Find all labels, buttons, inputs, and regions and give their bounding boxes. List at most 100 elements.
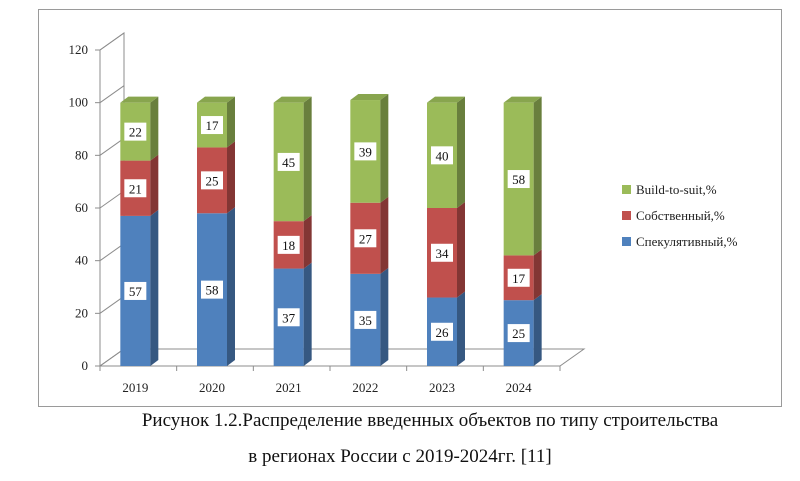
data-label: 18 bbox=[277, 235, 300, 254]
data-label: 40 bbox=[431, 146, 453, 165]
data-label: 35 bbox=[354, 310, 377, 329]
y-tick-label: 60 bbox=[75, 200, 88, 215]
data-label-box bbox=[201, 116, 223, 135]
data-label-box bbox=[507, 170, 530, 189]
data-label-text: 45 bbox=[282, 155, 295, 170]
data-label: 26 bbox=[431, 322, 453, 341]
bar-side bbox=[533, 96, 542, 256]
data-label: 21 bbox=[124, 179, 147, 198]
data-label-box bbox=[431, 243, 453, 262]
legend-item: Build-to-suit,% bbox=[622, 182, 717, 197]
bar-side bbox=[380, 267, 389, 366]
data-label-text: 17 bbox=[206, 118, 220, 133]
y-gridline-diagonal bbox=[99, 348, 125, 367]
data-label-box bbox=[201, 280, 223, 299]
data-label: 25 bbox=[201, 171, 223, 190]
legend-swatch bbox=[622, 211, 631, 220]
legend-item: Спекулятивный,% bbox=[622, 234, 738, 249]
bar-top bbox=[350, 94, 389, 101]
data-label-text: 26 bbox=[436, 325, 450, 340]
data-label-text: 57 bbox=[129, 284, 143, 299]
bar-side bbox=[150, 96, 159, 161]
legend-item: Собственный,% bbox=[622, 208, 725, 223]
figure-caption-line-1: Рисунок 1.2.Распределение введенных объе… bbox=[141, 410, 719, 431]
bar-side bbox=[303, 96, 312, 222]
data-label-box bbox=[507, 268, 530, 287]
data-label-box bbox=[354, 310, 377, 329]
legend: Build-to-suit,% Собственный,% Спекулятивны… bbox=[622, 182, 738, 249]
bar-side bbox=[380, 196, 389, 274]
data-label-box bbox=[124, 281, 147, 300]
data-label-box bbox=[431, 322, 453, 341]
bar-top bbox=[273, 96, 312, 103]
data-label: 25 bbox=[507, 324, 530, 343]
x-tick-label: 2019 bbox=[122, 380, 148, 395]
data-label-box bbox=[201, 171, 223, 190]
data-label-box bbox=[431, 146, 453, 165]
bar-side bbox=[150, 154, 159, 216]
data-label-text: 27 bbox=[359, 231, 373, 246]
y-gridline-diagonal bbox=[99, 295, 125, 314]
data-label-box bbox=[277, 308, 300, 327]
data-label-text: 40 bbox=[436, 148, 449, 163]
y-tick-label: 20 bbox=[75, 305, 88, 320]
bar-side bbox=[150, 209, 159, 366]
data-label-text: 25 bbox=[206, 173, 219, 188]
data-label: 17 bbox=[201, 116, 223, 135]
data-label-text: 37 bbox=[282, 310, 296, 325]
bar-side bbox=[227, 141, 235, 214]
data-label-box bbox=[124, 122, 147, 141]
bar-side bbox=[457, 202, 465, 298]
y-tick-label: 120 bbox=[69, 42, 89, 57]
y-tick-label: 100 bbox=[69, 95, 89, 110]
y-tick-label: 0 bbox=[82, 358, 89, 373]
data-label-text: 21 bbox=[129, 181, 142, 196]
data-label: 34 bbox=[431, 243, 453, 262]
data-label: 37 bbox=[277, 308, 300, 327]
bar-side bbox=[227, 96, 235, 148]
bar-side bbox=[303, 215, 312, 269]
legend-label: Спекулятивный,% bbox=[636, 234, 738, 249]
figure-caption-line-2: в регионах России с 2019-2024гг. [11] bbox=[248, 446, 552, 467]
bar-top bbox=[197, 96, 235, 103]
data-labels: 57 21 22 58 25 17 37 18 45 35 27 39 26 34 40 25 17 58 bbox=[124, 116, 530, 343]
y-gridline-diagonal bbox=[99, 85, 125, 104]
data-label-text: 34 bbox=[436, 246, 450, 261]
y-tick-label: 80 bbox=[75, 147, 88, 162]
y-gridline-diagonal bbox=[99, 243, 125, 262]
y-gridline-diagonal bbox=[99, 32, 125, 51]
legend-swatch bbox=[622, 237, 631, 246]
data-label: 58 bbox=[201, 280, 223, 299]
x-tick-label: 2021 bbox=[276, 380, 302, 395]
data-label-text: 58 bbox=[512, 172, 525, 187]
bar-side bbox=[227, 207, 235, 366]
data-label: 22 bbox=[124, 122, 147, 141]
data-label: 39 bbox=[354, 142, 377, 161]
x-tick-label: 2023 bbox=[429, 380, 455, 395]
y-tick-label: 40 bbox=[75, 253, 88, 268]
y-gridline-diagonal bbox=[99, 190, 125, 209]
data-label: 58 bbox=[507, 170, 530, 189]
bar-top bbox=[120, 96, 159, 103]
bar-side bbox=[457, 96, 465, 208]
data-label-text: 58 bbox=[206, 283, 219, 298]
bar-side bbox=[533, 249, 542, 301]
legend-label: Собственный,% bbox=[636, 208, 725, 223]
data-label-box bbox=[277, 152, 300, 171]
data-label-text: 18 bbox=[282, 238, 295, 253]
data-label-text: 35 bbox=[359, 313, 372, 328]
y-gridline-diagonal bbox=[99, 137, 125, 156]
data-label-text: 17 bbox=[512, 271, 526, 286]
data-label-box bbox=[354, 142, 377, 161]
data-label: 27 bbox=[354, 229, 377, 248]
bar-side bbox=[457, 291, 465, 366]
x-tick-label: 2022 bbox=[352, 380, 378, 395]
bar-top bbox=[427, 96, 465, 103]
bar-side bbox=[533, 294, 542, 366]
bar-side bbox=[303, 262, 312, 366]
bar-side bbox=[380, 94, 389, 203]
data-label: 45 bbox=[277, 152, 300, 171]
x-tick-label: 2024 bbox=[506, 380, 533, 395]
data-label-text: 39 bbox=[359, 144, 372, 159]
